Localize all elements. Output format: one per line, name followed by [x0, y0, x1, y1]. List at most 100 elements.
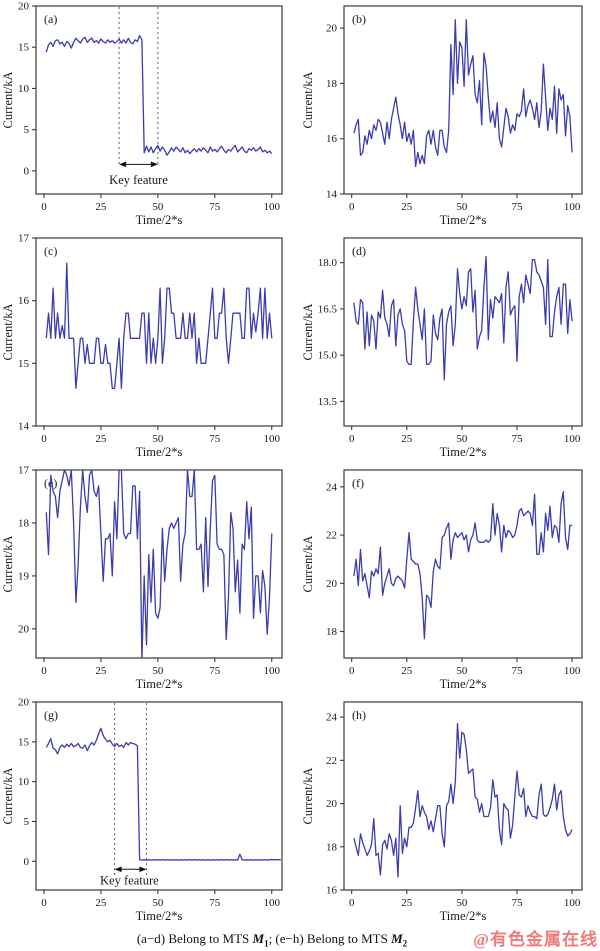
- svg-text:50: 50: [152, 665, 164, 677]
- svg-text:16: 16: [18, 295, 30, 307]
- svg-text:25: 25: [95, 665, 107, 677]
- caption-row: (a−d) Belong to MTS M1; (e−h) Belong to …: [0, 928, 600, 951]
- svg-text:24: 24: [326, 481, 338, 493]
- svg-text:22: 22: [326, 530, 337, 542]
- svg-text:Time/2*s: Time/2*s: [440, 213, 487, 227]
- panel-f: 0 25 50 75 100 18 20 22 24 Time/2*s Current/kA (f): [300, 464, 600, 696]
- svg-text:100: 100: [564, 665, 581, 677]
- chart-panel-c: 0 25 50 75 100 14 15 16 17 Time/2*s Current/kA (c): [1, 233, 283, 459]
- svg-text:Time/2*s: Time/2*s: [136, 213, 183, 227]
- panel-h: 0 25 50 75 100 16 18 20 22 24 Time/2*s Current/kA (h…: [300, 696, 600, 928]
- panel-a: 0 25 50 75 100 0 5 10 15 20 Time/2*s Current/kA (a) K…: [0, 0, 300, 232]
- chart-panel-f: 0 25 50 75 100 18 20 22 24 Time/2*s Current/kA (f): [301, 469, 583, 691]
- svg-text:22: 22: [326, 755, 337, 767]
- svg-text:100: 100: [264, 201, 281, 213]
- svg-text:25: 25: [401, 433, 413, 445]
- chart-panel-g: 0 25 50 75 100 0 5 10 15 20 Time/2*s Current/kA (g) K…: [1, 697, 283, 923]
- svg-text:25: 25: [401, 897, 413, 909]
- svg-text:100: 100: [264, 665, 281, 677]
- svg-text:0: 0: [349, 897, 355, 909]
- svg-text:25: 25: [401, 665, 413, 677]
- caption-sub1: 1: [264, 938, 269, 949]
- svg-text:17: 17: [18, 465, 30, 477]
- svg-text:Time/2*s: Time/2*s: [440, 445, 487, 459]
- caption-m2: M: [391, 930, 403, 946]
- svg-text:0: 0: [41, 201, 47, 213]
- caption-sub2: 2: [402, 938, 408, 949]
- svg-text:Current/kA: Current/kA: [301, 72, 315, 129]
- svg-text:75: 75: [511, 897, 523, 909]
- svg-text:0: 0: [41, 665, 47, 677]
- svg-text:100: 100: [264, 433, 281, 445]
- svg-text:75: 75: [209, 665, 221, 677]
- svg-text:Current/kA: Current/kA: [301, 536, 315, 593]
- svg-text:18: 18: [18, 517, 30, 529]
- svg-text:15.0: 15.0: [318, 350, 338, 362]
- svg-text:Time/2*s: Time/2*s: [136, 445, 183, 459]
- svg-text:(d): (d): [352, 244, 366, 258]
- svg-text:20: 20: [326, 578, 338, 590]
- svg-text:20: 20: [18, 697, 30, 709]
- svg-text:14: 14: [326, 189, 338, 201]
- svg-text:15: 15: [18, 358, 30, 370]
- svg-text:18.0: 18.0: [318, 257, 338, 269]
- svg-text:Key feature: Key feature: [109, 173, 168, 187]
- chart-panel-a: 0 25 50 75 100 0 5 10 15 20 Time/2*s Current/kA (a) K…: [1, 1, 283, 227]
- caption-part1: (a−d) Belong to MTS: [136, 930, 253, 946]
- svg-text:15: 15: [18, 42, 30, 54]
- svg-text:Current/kA: Current/kA: [1, 768, 15, 825]
- svg-text:100: 100: [564, 897, 581, 909]
- svg-text:75: 75: [209, 433, 221, 445]
- svg-text:100: 100: [564, 201, 581, 213]
- svg-text:50: 50: [456, 433, 468, 445]
- svg-text:20: 20: [18, 1, 30, 13]
- svg-text:25: 25: [95, 897, 107, 909]
- svg-text:10: 10: [18, 83, 30, 95]
- svg-text:Time/2*s: Time/2*s: [136, 677, 183, 691]
- svg-text:20: 20: [18, 623, 30, 635]
- panel-g: 0 25 50 75 100 0 5 10 15 20 Time/2*s Current/kA (g) K…: [0, 696, 300, 928]
- svg-text:14: 14: [18, 421, 30, 433]
- figure-caption: (a−d) Belong to MTS M1; (e−h) Belong to …: [137, 931, 407, 949]
- svg-text:20: 20: [326, 23, 338, 35]
- svg-text:Time/2*s: Time/2*s: [136, 909, 183, 923]
- svg-text:15: 15: [18, 736, 30, 748]
- svg-text:19: 19: [18, 570, 30, 582]
- svg-text:(a): (a): [44, 12, 57, 26]
- svg-text:0: 0: [41, 433, 47, 445]
- svg-text:50: 50: [456, 201, 468, 213]
- svg-text:0: 0: [349, 433, 355, 445]
- svg-text:Current/kA: Current/kA: [301, 768, 315, 825]
- svg-text:0: 0: [41, 897, 47, 909]
- svg-text:16: 16: [326, 133, 338, 145]
- svg-text:10: 10: [18, 776, 30, 788]
- chart-panel-d: 0 25 50 75 100 13.5 15.0 16.5 18.0 Time/2*s Curren…: [301, 237, 583, 459]
- svg-text:75: 75: [511, 201, 523, 213]
- svg-text:(c): (c): [44, 244, 57, 258]
- panel-c: 0 25 50 75 100 14 15 16 17 Time/2*s Current/kA (c): [0, 232, 300, 464]
- svg-text:16: 16: [326, 885, 338, 897]
- svg-text:16.5: 16.5: [318, 303, 338, 315]
- svg-text:75: 75: [209, 897, 221, 909]
- svg-text:100: 100: [264, 897, 281, 909]
- svg-text:13.5: 13.5: [318, 396, 338, 408]
- svg-text:Current/kA: Current/kA: [1, 72, 15, 129]
- svg-text:Current/kA: Current/kA: [301, 304, 315, 361]
- panel-b: 0 25 50 75 100 14 16 18 20 Time/2*s Current/kA (b): [300, 0, 600, 232]
- svg-text:(h): (h): [352, 708, 366, 722]
- svg-text:(b): (b): [352, 12, 366, 26]
- svg-text:50: 50: [152, 433, 164, 445]
- svg-text:25: 25: [95, 433, 107, 445]
- svg-text:50: 50: [152, 201, 164, 213]
- svg-text:Key feature: Key feature: [100, 873, 159, 887]
- svg-text:50: 50: [456, 665, 468, 677]
- svg-text:25: 25: [95, 201, 107, 213]
- svg-text:(g): (g): [44, 708, 58, 722]
- svg-text:75: 75: [511, 433, 523, 445]
- svg-text:24: 24: [326, 712, 338, 724]
- watermark: @有色金属在线: [473, 930, 598, 949]
- svg-text:Current/kA: Current/kA: [1, 304, 15, 361]
- svg-text:(f): (f): [352, 476, 364, 490]
